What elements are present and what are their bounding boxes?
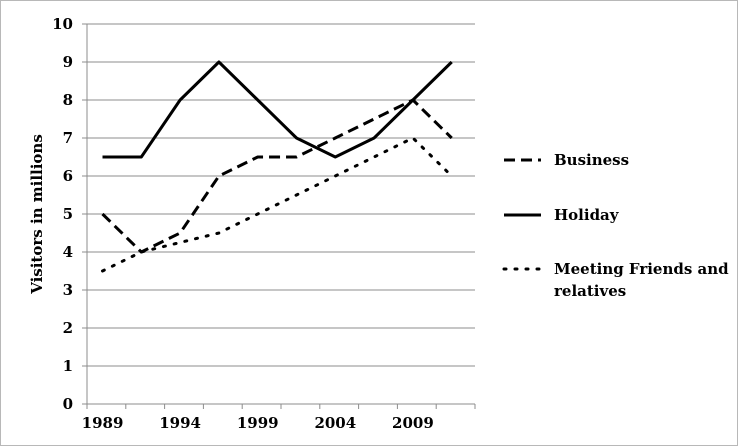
y-tick-label: 8 <box>63 91 73 109</box>
legend: Business Holiday Meeting Friends and relati… <box>502 151 729 300</box>
legend-label: Holiday <box>554 206 620 224</box>
y-tick-label: 10 <box>52 15 73 33</box>
legend-label: Meeting Friends and <box>554 260 729 278</box>
y-tick-label: 7 <box>63 129 73 147</box>
y-tick-label: 9 <box>63 53 73 71</box>
x-tick-label: 2004 <box>314 414 356 432</box>
y-tick-label: 0 <box>63 395 73 413</box>
axis-labels: 0 1 2 3 4 5 6 7 8 9 10 1989 1994 1999 2004 2009 Visitors… <box>28 15 434 432</box>
legend-label: relatives <box>554 282 626 300</box>
y-axis-title: Visitors in millions <box>28 134 46 295</box>
axes <box>82 23 476 409</box>
series-line-business <box>101 98 453 254</box>
gridlines <box>87 23 475 367</box>
x-tick-label: 1994 <box>159 414 201 432</box>
x-tick-label: 1989 <box>82 414 124 432</box>
series-line-meeting-friends-and-relatives <box>101 136 454 273</box>
y-tick-label: 5 <box>63 205 73 223</box>
y-tick-label: 4 <box>63 243 73 261</box>
series-line-holiday <box>102 60 453 159</box>
legend-label: Business <box>554 151 629 169</box>
y-tick-label: 2 <box>63 319 73 337</box>
y-tick-label: 3 <box>63 281 73 299</box>
y-tick-label: 1 <box>63 357 73 375</box>
y-tick-label: 6 <box>63 167 73 185</box>
series-lines <box>101 60 454 273</box>
x-tick-label: 2009 <box>392 414 434 432</box>
x-tick-label: 1999 <box>237 414 279 432</box>
